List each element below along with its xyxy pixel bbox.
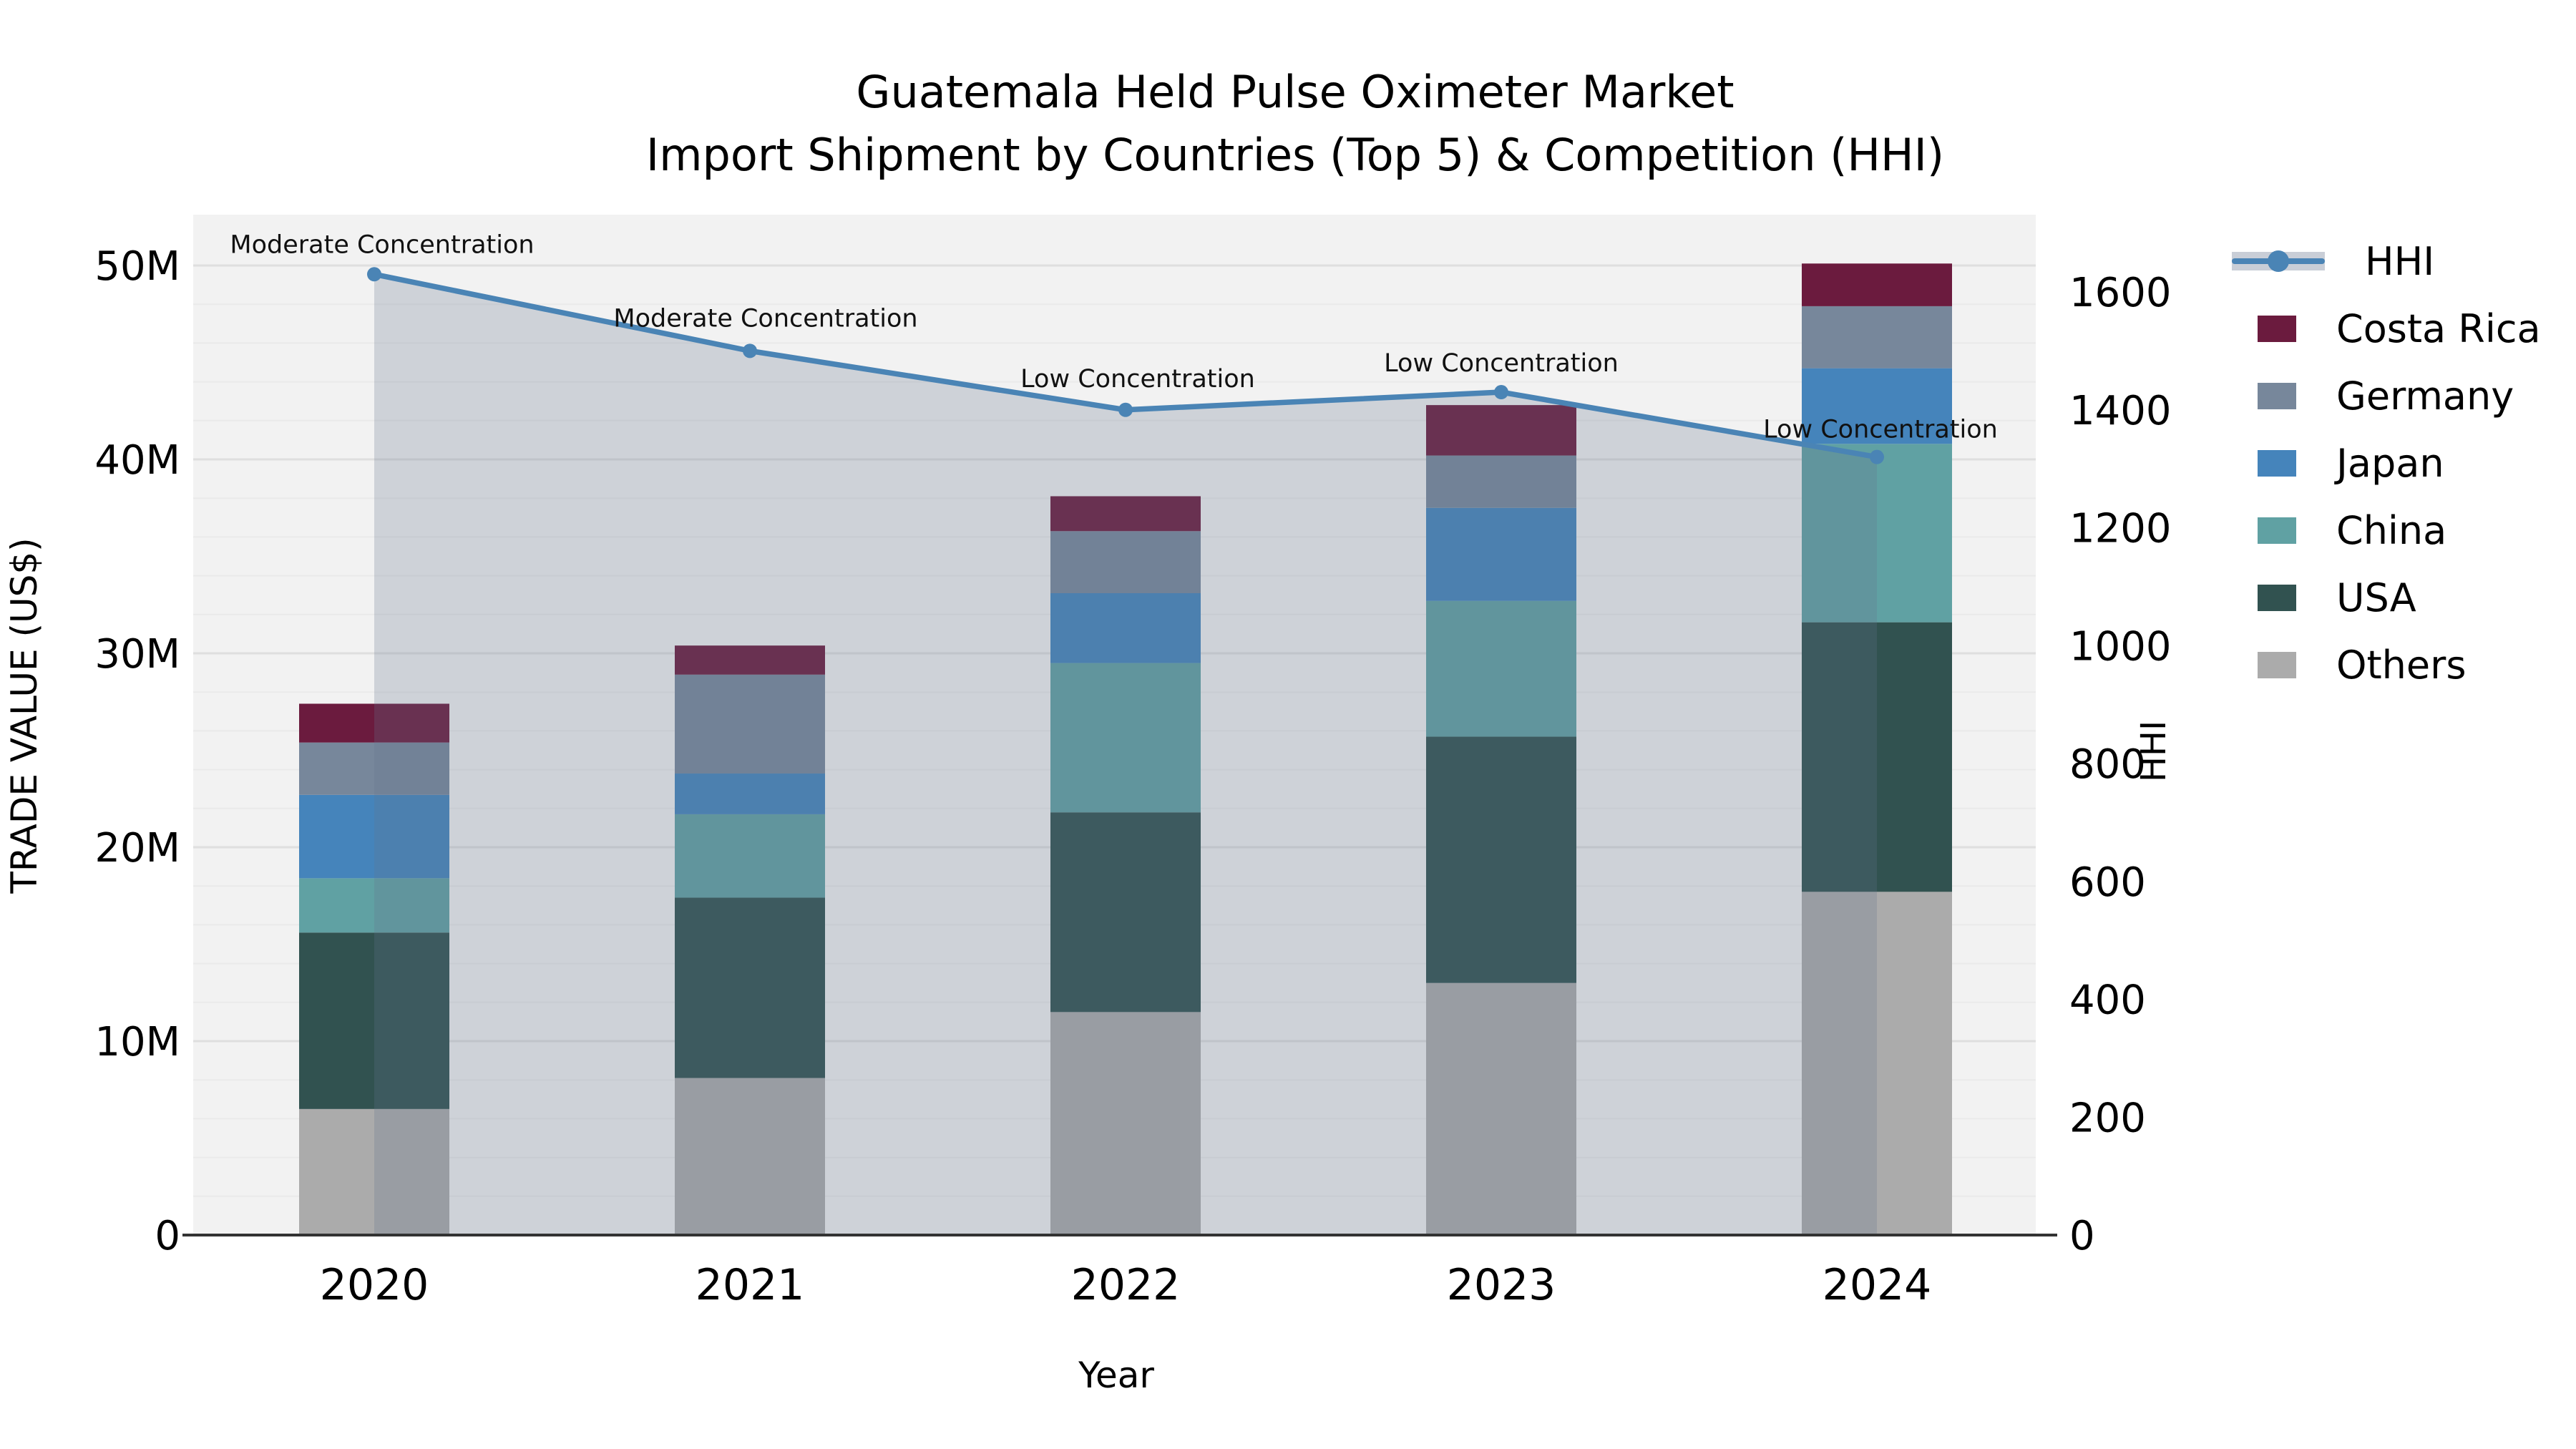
bar-segment-2022-japan bbox=[1050, 592, 1201, 663]
y-right-tick-label: 1600 bbox=[2069, 270, 2172, 316]
y-right-tick-label: 0 bbox=[2069, 1213, 2095, 1259]
legend-color-swatch-icon bbox=[2258, 315, 2296, 342]
chart-title-line1: Guatemala Held Pulse Oximeter Market bbox=[856, 66, 1735, 118]
bar-segment-2020-china bbox=[299, 878, 449, 933]
legend-label: Costa Rica bbox=[2336, 306, 2541, 351]
bar-segment-2023-costa-rica bbox=[1426, 405, 1576, 456]
legend: HHI Costa Rica Germany Japan China USA Others bbox=[2222, 228, 2572, 698]
chart-title-line2: Import Shipment by Countries (Top 5) & C… bbox=[645, 129, 1945, 181]
legend-label: Germany bbox=[2336, 373, 2514, 419]
annotation-2023: Low Concentration bbox=[1384, 349, 1619, 378]
legend-label: Japan bbox=[2336, 440, 2444, 486]
annotation-2020: Moderate Concentration bbox=[230, 230, 534, 259]
hhi-point-2020 bbox=[367, 267, 381, 282]
legend-label: Others bbox=[2336, 642, 2467, 688]
x-tick-label-2021: 2021 bbox=[696, 1260, 805, 1310]
bar-segment-2022-germany bbox=[1050, 531, 1201, 593]
y-right-tick-label: 800 bbox=[2069, 741, 2146, 788]
legend-line-swatch-icon bbox=[2232, 247, 2325, 275]
y-left-tick-label: 40M bbox=[94, 437, 180, 484]
bar-segment-2022-usa bbox=[1050, 812, 1201, 1013]
bar-segment-2023-germany bbox=[1426, 455, 1576, 508]
y-left-axis-title: TRADE VALUE (US$) bbox=[4, 537, 45, 894]
y-left-tick-label: 30M bbox=[94, 631, 180, 678]
bar-segment-2021-usa bbox=[675, 897, 825, 1078]
bar-segment-2024-costa-rica bbox=[1802, 263, 1952, 306]
y-left-tick-label: 20M bbox=[94, 825, 180, 872]
legend-item-china: China bbox=[2222, 497, 2572, 564]
bar-segment-2022-costa-rica bbox=[1050, 496, 1201, 532]
y-left-tick-label: 50M bbox=[94, 243, 180, 290]
legend-item-hhi: HHI bbox=[2222, 228, 2572, 295]
bar-segment-2023-japan bbox=[1426, 507, 1576, 601]
bar-segment-2021-others bbox=[675, 1078, 825, 1235]
bar-segment-2024-china bbox=[1802, 444, 1952, 623]
y-right-axis-title: HHI bbox=[2134, 720, 2174, 783]
bar-segment-2024-japan bbox=[1802, 368, 1952, 444]
bar-segment-2022-china bbox=[1050, 663, 1201, 813]
legend-label: HHI bbox=[2365, 238, 2435, 284]
x-tick-label-2022: 2022 bbox=[1071, 1260, 1181, 1310]
x-tick-label-2024: 2024 bbox=[1823, 1260, 1932, 1310]
hhi-point-2021 bbox=[743, 343, 757, 358]
legend-color-swatch-icon bbox=[2258, 449, 2296, 477]
y-right-tick-label: 200 bbox=[2069, 1095, 2146, 1141]
bar-segment-2020-germany bbox=[299, 742, 449, 795]
legend-item-germany: Germany bbox=[2222, 362, 2572, 429]
y-right-tick-label: 400 bbox=[2069, 977, 2146, 1024]
legend-color-swatch-icon bbox=[2258, 584, 2296, 611]
y-right-tick-label: 600 bbox=[2069, 859, 2146, 906]
bar-segment-2021-germany bbox=[675, 674, 825, 774]
bar-segment-2024-germany bbox=[1802, 306, 1952, 369]
x-tick-label-2023: 2023 bbox=[1447, 1260, 1556, 1310]
bar-segment-2022-others bbox=[1050, 1012, 1201, 1235]
bar-segment-2023-usa bbox=[1426, 736, 1576, 983]
legend-item-costa-rica: Costa Rica bbox=[2222, 295, 2572, 362]
legend-color-swatch-icon bbox=[2258, 517, 2296, 544]
bar-segment-2024-others bbox=[1802, 892, 1952, 1235]
bar-segment-2021-japan bbox=[675, 774, 825, 814]
y-left-tick-label: 0 bbox=[155, 1213, 180, 1259]
annotation-2022: Low Concentration bbox=[1020, 365, 1255, 394]
y-left-tick-label: 10M bbox=[94, 1019, 180, 1065]
hhi-point-2024 bbox=[1870, 449, 1884, 464]
annotation-2021: Moderate Concentration bbox=[613, 304, 917, 333]
bar-segment-2021-china bbox=[675, 814, 825, 898]
y-right-tick-label: 1000 bbox=[2069, 623, 2172, 670]
legend-color-swatch-icon bbox=[2258, 382, 2296, 409]
bar-segment-2020-others bbox=[299, 1108, 449, 1235]
x-tick-label-2020: 2020 bbox=[320, 1260, 429, 1310]
hhi-point-2022 bbox=[1118, 402, 1133, 417]
annotation-2024: Low Concentration bbox=[1763, 416, 1998, 444]
legend-item-usa: USA bbox=[2222, 564, 2572, 631]
y-right-tick-label: 1400 bbox=[2069, 388, 2172, 434]
hhi-point-2023 bbox=[1494, 385, 1508, 400]
legend-label: USA bbox=[2336, 575, 2416, 620]
bar-segment-2020-costa-rica bbox=[299, 703, 449, 743]
legend-item-others: Others bbox=[2222, 631, 2572, 698]
bar-segment-2021-costa-rica bbox=[675, 645, 825, 675]
hhi-area-fill bbox=[374, 274, 1877, 1236]
legend-label: China bbox=[2336, 507, 2447, 553]
x-axis-title: Year bbox=[1078, 1355, 1154, 1396]
bar-segment-2020-japan bbox=[299, 794, 449, 879]
bar-segment-2024-usa bbox=[1802, 622, 1952, 892]
bar-segment-2023-others bbox=[1426, 982, 1576, 1235]
y-right-tick-label: 1200 bbox=[2069, 506, 2172, 552]
legend-color-swatch-icon bbox=[2258, 651, 2296, 678]
bar-segment-2020-usa bbox=[299, 932, 449, 1109]
bar-segment-2023-china bbox=[1426, 600, 1576, 737]
legend-item-japan: Japan bbox=[2222, 429, 2572, 497]
